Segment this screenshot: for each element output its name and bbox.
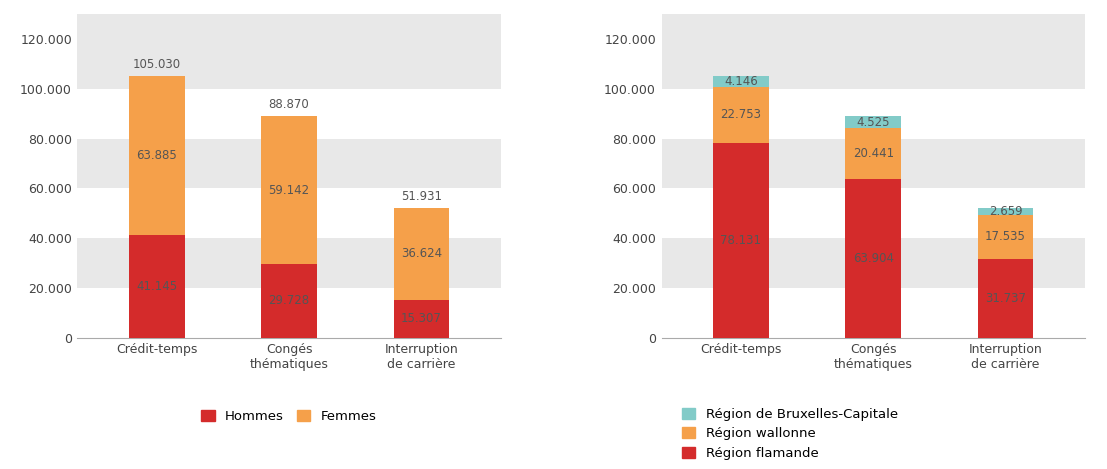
Bar xyxy=(130,76,185,235)
Bar xyxy=(662,89,1085,138)
Bar xyxy=(77,288,500,338)
Legend: Région de Bruxelles-Capitale, Région wallonne, Région flamande: Région de Bruxelles-Capitale, Région wal… xyxy=(676,402,903,465)
Bar xyxy=(846,179,901,338)
Text: 59.142: 59.142 xyxy=(269,183,310,197)
Bar xyxy=(394,208,449,300)
Text: 2.659: 2.659 xyxy=(989,205,1022,218)
Text: 63.904: 63.904 xyxy=(852,252,893,265)
Bar xyxy=(130,235,185,338)
Text: 63.885: 63.885 xyxy=(136,149,177,162)
Bar xyxy=(977,208,1033,215)
Text: 41.145: 41.145 xyxy=(136,280,177,293)
Bar xyxy=(77,238,500,288)
Text: 29.728: 29.728 xyxy=(269,294,310,307)
Bar xyxy=(662,14,1085,39)
Bar xyxy=(261,116,317,264)
Text: 78.131: 78.131 xyxy=(721,234,762,247)
Bar xyxy=(662,138,1085,189)
Bar xyxy=(977,259,1033,338)
Text: 36.624: 36.624 xyxy=(401,248,442,260)
Text: 17.535: 17.535 xyxy=(985,230,1026,243)
Legend: Hommes, Femmes: Hommes, Femmes xyxy=(196,405,382,428)
Bar xyxy=(713,87,768,143)
Text: 4.146: 4.146 xyxy=(724,75,758,88)
Bar xyxy=(662,288,1085,338)
Text: 4.525: 4.525 xyxy=(857,115,890,129)
Bar xyxy=(846,128,901,179)
Text: 88.870: 88.870 xyxy=(269,98,310,112)
Bar xyxy=(662,39,1085,89)
Bar xyxy=(77,39,500,89)
Bar xyxy=(846,116,901,128)
Bar xyxy=(662,189,1085,238)
Text: 20.441: 20.441 xyxy=(852,147,893,159)
Text: 15.307: 15.307 xyxy=(401,312,442,325)
Text: 22.753: 22.753 xyxy=(721,108,762,121)
Bar xyxy=(261,264,317,338)
Bar xyxy=(394,300,449,338)
Bar xyxy=(713,76,768,87)
Text: 31.737: 31.737 xyxy=(985,292,1026,305)
Bar xyxy=(77,138,500,189)
Bar xyxy=(662,238,1085,288)
Bar xyxy=(77,89,500,138)
Bar xyxy=(77,14,500,39)
Bar xyxy=(977,215,1033,259)
Bar xyxy=(713,143,768,338)
Text: 105.030: 105.030 xyxy=(133,58,180,71)
Text: 51.931: 51.931 xyxy=(401,190,442,204)
Bar xyxy=(77,189,500,238)
